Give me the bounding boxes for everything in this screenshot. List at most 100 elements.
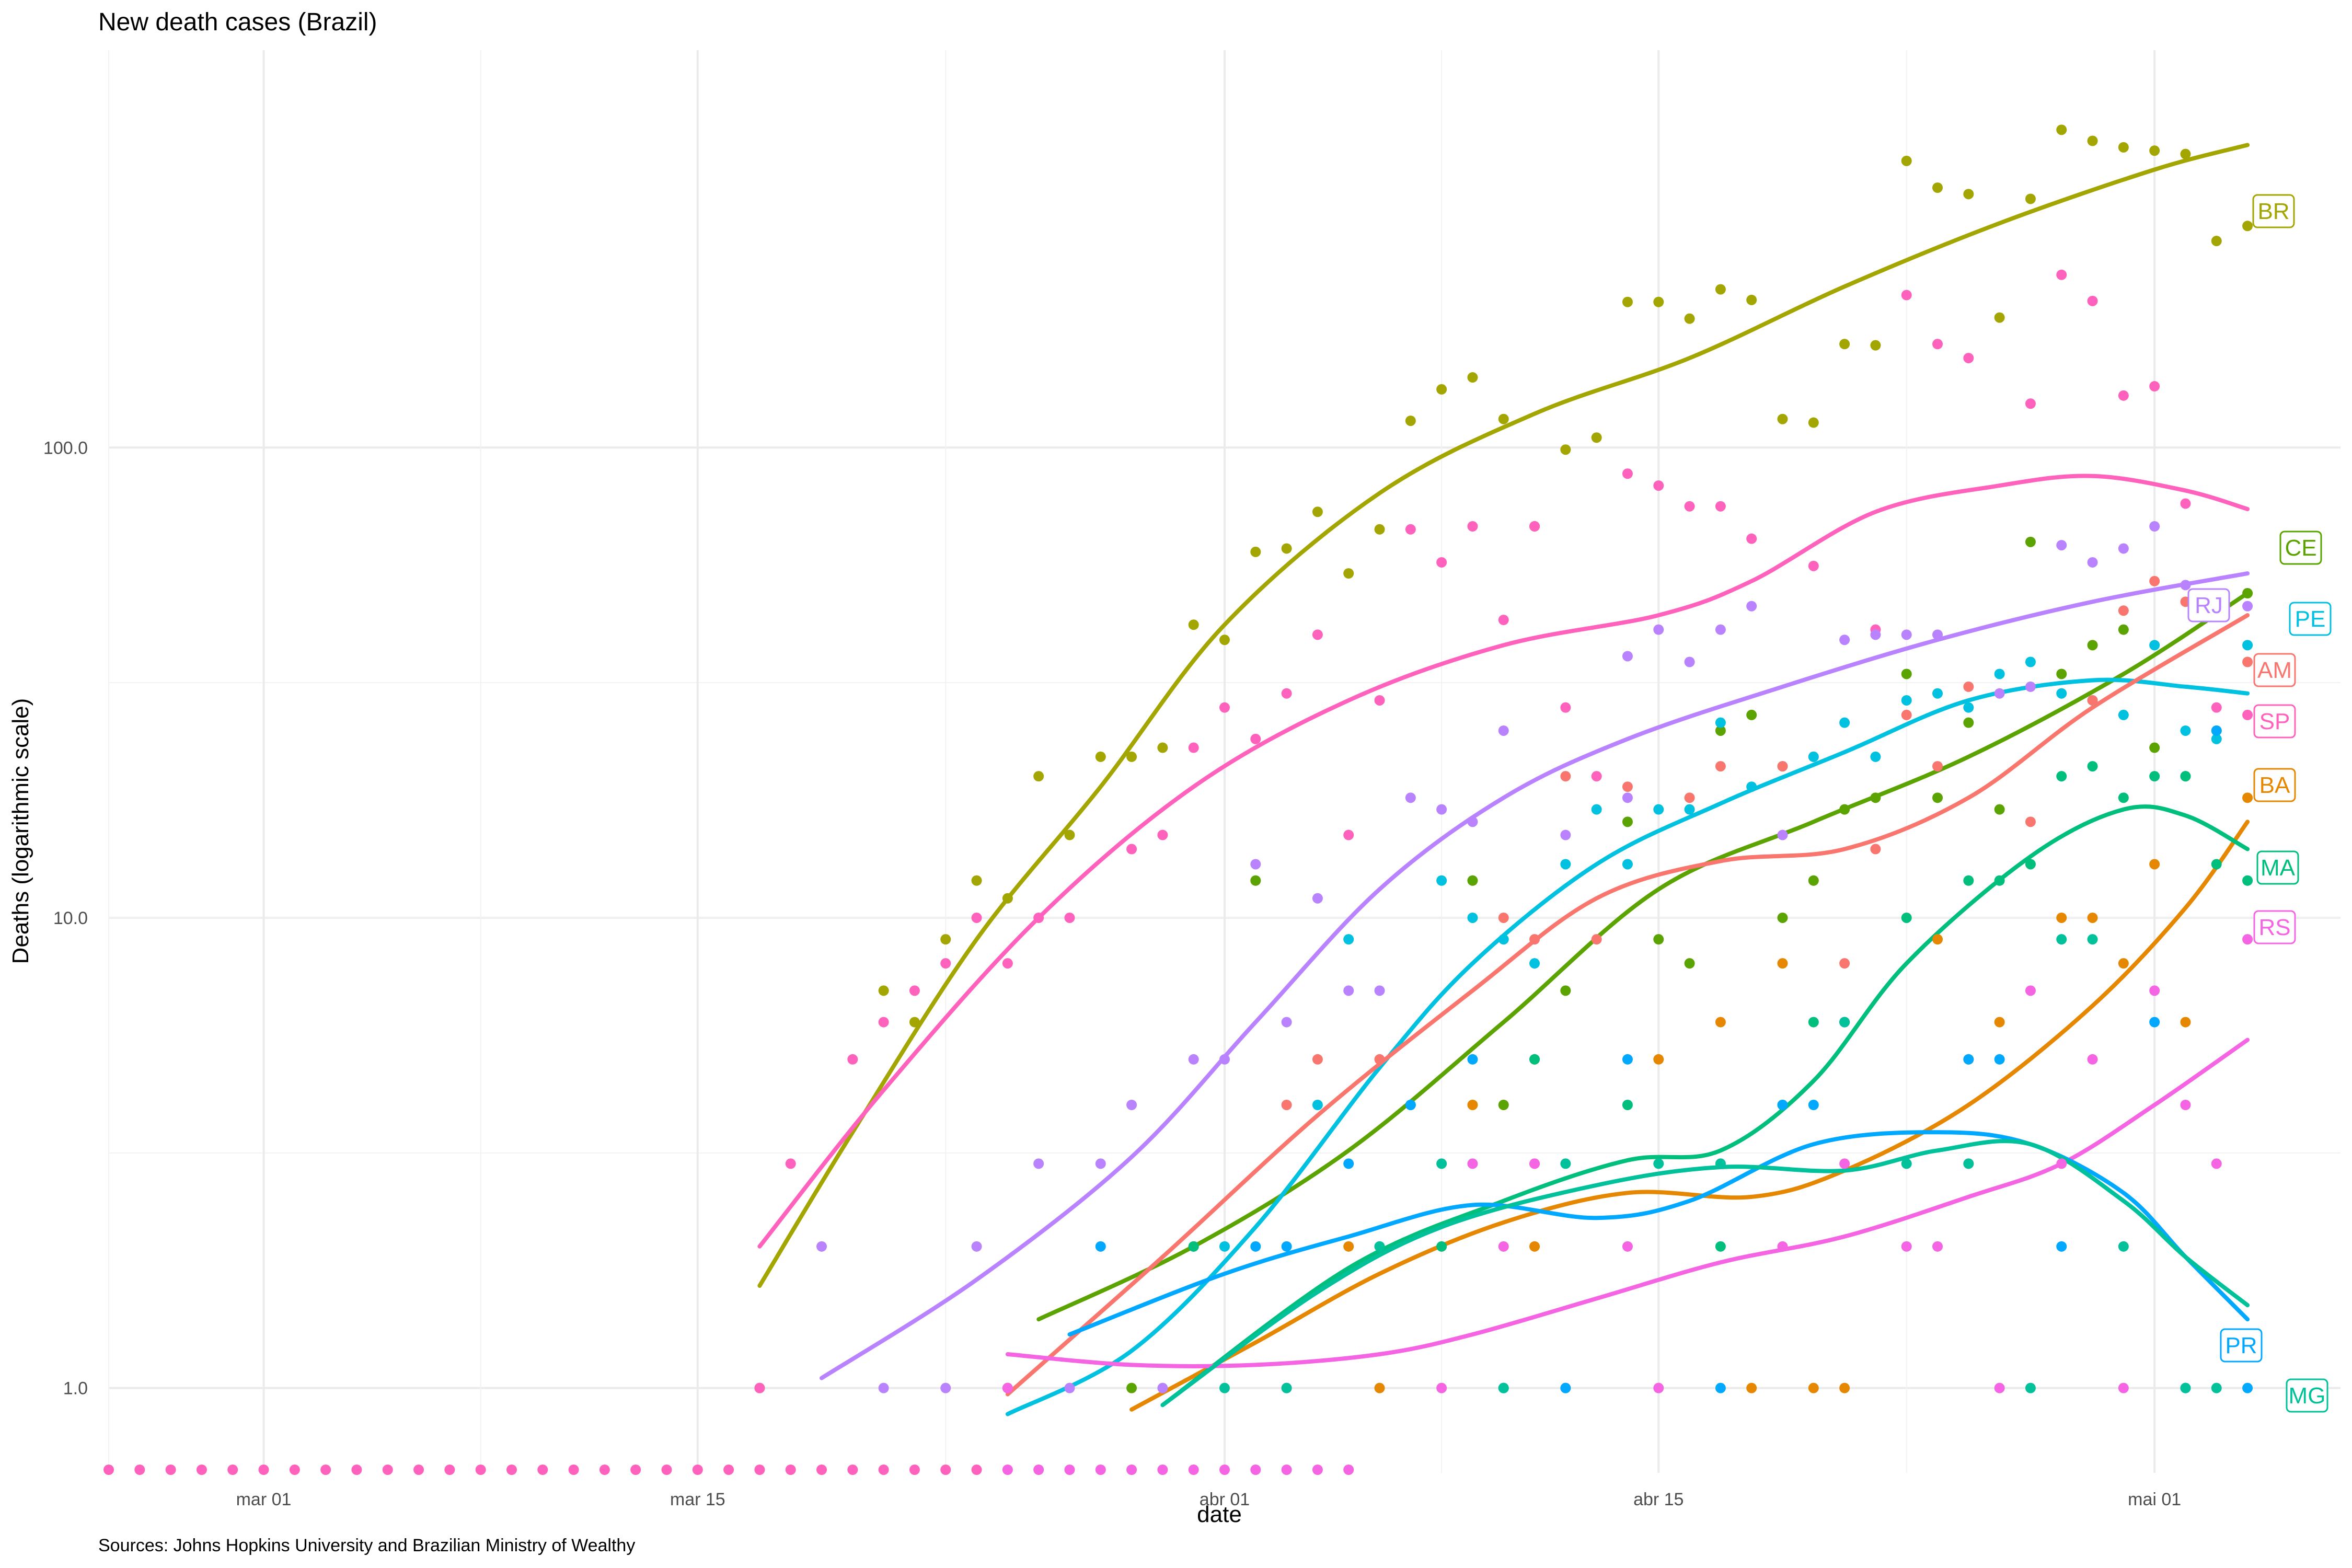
point-rj xyxy=(1095,1158,1106,1169)
point-br xyxy=(1715,284,1726,295)
series-label-am: AM xyxy=(2253,653,2296,687)
point-sp xyxy=(2056,269,2067,280)
point-pe xyxy=(1839,717,1850,728)
x-tick-label: mar 01 xyxy=(236,1490,292,1509)
series-label-text: SP xyxy=(2259,709,2290,734)
point-br xyxy=(2149,145,2160,156)
point-pe xyxy=(1994,668,2005,679)
point-br xyxy=(1932,182,1943,193)
point-rs xyxy=(2056,1158,2067,1169)
point-rj xyxy=(1994,688,2005,699)
zero-point xyxy=(134,1465,145,1475)
point-rj xyxy=(2087,557,2098,568)
y-tick-label: 10.0 xyxy=(53,908,88,928)
point-rs xyxy=(1498,1241,1509,1252)
trend-line-ba xyxy=(1129,820,2250,1412)
point-ba xyxy=(2242,792,2253,803)
point-sp xyxy=(1684,501,1695,512)
point-rj xyxy=(971,1241,982,1252)
point-sp xyxy=(785,1158,796,1169)
point-ba xyxy=(2180,1017,2191,1028)
point-sp xyxy=(2211,702,2222,713)
point-ce xyxy=(2087,640,2098,651)
zero-point xyxy=(1033,1465,1044,1475)
point-sp xyxy=(1281,688,1292,699)
point-mg xyxy=(2118,1241,2129,1252)
point-rj xyxy=(2025,681,2036,692)
point-br xyxy=(1436,384,1447,395)
y-axis-title: Deaths (logarithmic scale) xyxy=(8,698,33,964)
series-label-ma: MA xyxy=(2256,850,2299,885)
point-ma xyxy=(1715,1241,1726,1252)
point-rj xyxy=(1033,1158,1044,1169)
trend-line-pe xyxy=(1005,677,2250,1416)
point-rj xyxy=(1436,804,1447,815)
series-label-sp: SP xyxy=(2253,704,2296,739)
point-ma xyxy=(1529,1054,1540,1065)
point-ce xyxy=(1467,875,1478,886)
point-pe xyxy=(1467,912,1478,923)
point-sp xyxy=(1188,742,1199,753)
series-label-box xyxy=(2187,588,2230,622)
zero-point xyxy=(1188,1465,1199,1475)
point-rs xyxy=(2180,1099,2191,1110)
point-am xyxy=(1684,792,1695,803)
point-rj xyxy=(1281,1017,1292,1028)
zero-point xyxy=(1157,1465,1168,1475)
point-br xyxy=(1994,312,2005,323)
point-mg xyxy=(1281,1382,1292,1393)
point-sp xyxy=(1653,480,1664,491)
point-rs xyxy=(1436,1382,1447,1393)
point-rs xyxy=(2118,1382,2129,1393)
point-rj xyxy=(1777,829,1788,840)
point-rj xyxy=(1932,629,1943,640)
point-sp xyxy=(2149,381,2160,392)
point-mg xyxy=(2180,1382,2191,1393)
point-sp xyxy=(878,1017,889,1028)
point-ma xyxy=(1963,875,1974,886)
point-br xyxy=(1498,413,1509,424)
point-br xyxy=(1808,417,1819,428)
point-br xyxy=(1157,742,1168,753)
zero-point xyxy=(475,1465,486,1475)
point-pe xyxy=(1591,804,1602,815)
point-rs xyxy=(1467,1158,1478,1169)
point-rj xyxy=(878,1382,889,1393)
point-rs xyxy=(1529,1158,1540,1169)
series-label-ba: BA xyxy=(2253,768,2296,802)
zero-point xyxy=(258,1465,269,1475)
zero-point xyxy=(413,1465,424,1475)
point-pe xyxy=(1312,1099,1323,1110)
point-mg xyxy=(1498,1382,1509,1393)
point-br xyxy=(971,875,982,886)
point-br xyxy=(1839,339,1850,350)
zero-point xyxy=(723,1465,734,1475)
point-sp xyxy=(1498,615,1509,626)
point-br xyxy=(1281,543,1292,554)
point-mg xyxy=(1839,1017,1850,1028)
point-am xyxy=(2025,816,2036,827)
point-rj xyxy=(1498,725,1509,736)
point-pr xyxy=(2056,1241,2067,1252)
series-label-text: RJ xyxy=(2195,593,2223,618)
point-rs xyxy=(1622,1241,1633,1252)
point-ce xyxy=(1746,709,1757,720)
point-ce xyxy=(1560,985,1571,996)
point-mg xyxy=(1901,1158,1912,1169)
trend-line-sp xyxy=(757,474,2250,1249)
point-ma xyxy=(2118,792,2129,803)
point-pe xyxy=(1715,717,1726,728)
zero-point xyxy=(1281,1465,1292,1475)
zero-point xyxy=(382,1465,393,1475)
point-pe xyxy=(1653,804,1664,815)
point-am xyxy=(1529,934,1540,945)
point-sp xyxy=(1529,521,1540,532)
point-rj xyxy=(2056,540,2067,551)
point-pe xyxy=(2211,733,2222,744)
point-sp xyxy=(1002,958,1013,969)
point-ma xyxy=(2087,761,2098,772)
point-pe xyxy=(1684,804,1695,815)
series-label-box xyxy=(2252,194,2295,228)
point-mg xyxy=(2087,934,2098,945)
